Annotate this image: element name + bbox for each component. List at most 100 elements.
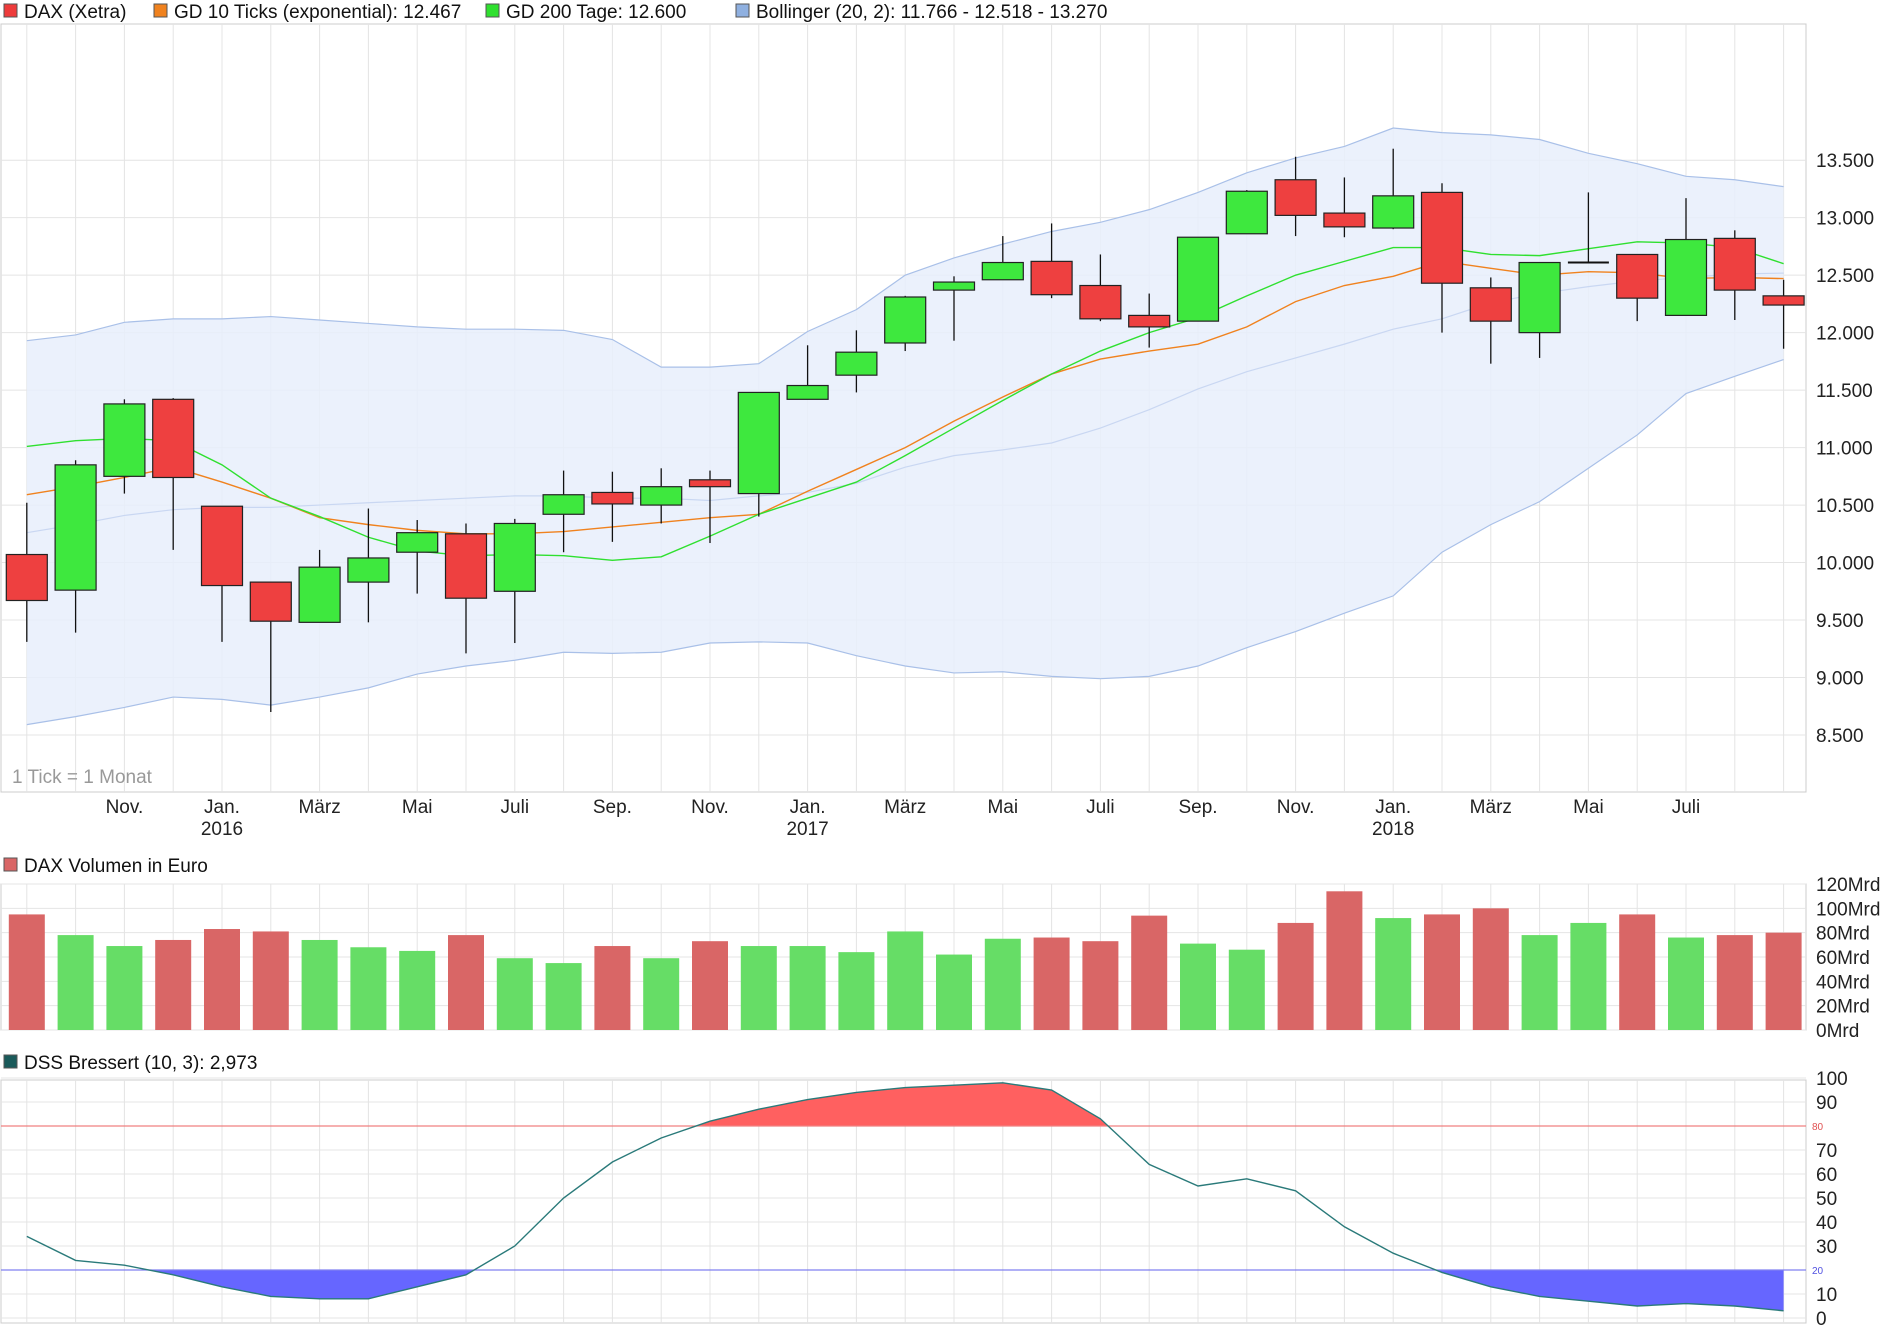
bollinger-upper-line bbox=[26, 127, 1784, 368]
x-month-label: März bbox=[884, 797, 926, 818]
dss-oversold-label: 20 bbox=[1812, 1266, 1824, 1277]
volume-legend-swatch bbox=[3, 857, 18, 872]
volume-bar bbox=[545, 963, 582, 1030]
x-month-label: Nov. bbox=[106, 797, 144, 818]
volume-bar bbox=[1472, 908, 1509, 1030]
candle-up bbox=[640, 486, 683, 506]
x-month-label: Mai bbox=[987, 797, 1018, 818]
x-month-label: März bbox=[1470, 797, 1512, 818]
volume-y-tick-label: 120Mrd bbox=[1816, 875, 1880, 896]
candle-up bbox=[981, 261, 1024, 281]
volume-bar bbox=[448, 935, 484, 1030]
volume-bar bbox=[594, 946, 631, 1030]
x-month-label: Jan. bbox=[790, 797, 826, 818]
volume-bar bbox=[692, 941, 728, 1030]
x-month-label: März bbox=[298, 797, 340, 818]
x-month-label: Jan. bbox=[1375, 797, 1411, 818]
x-month-label: Mai bbox=[402, 797, 433, 818]
volume-bar bbox=[252, 931, 289, 1030]
dss-overbought-fill bbox=[696, 1082, 1109, 1126]
volume-bar bbox=[887, 931, 924, 1030]
volume-bar bbox=[1228, 949, 1265, 1030]
volume-bar bbox=[936, 954, 972, 1030]
candle-up bbox=[835, 351, 878, 376]
legend-label: GD 200 Tage: 12.600 bbox=[506, 2, 686, 23]
legend-swatch bbox=[735, 3, 750, 18]
price-y-tick-label: 10.500 bbox=[1816, 496, 1874, 517]
candle-up bbox=[1225, 190, 1268, 235]
candle-down bbox=[1030, 260, 1073, 296]
price-y-tick-label: 10.000 bbox=[1816, 554, 1874, 575]
volume-bar bbox=[301, 939, 338, 1030]
candle-up bbox=[54, 464, 97, 591]
volume-bar bbox=[1375, 918, 1412, 1030]
candle-up bbox=[884, 296, 927, 344]
volume-panel: 120Mrd 100Mrd 80Mrd 60Mrd 40Mrd 20Mrd 0Mrd DAX … bbox=[0, 856, 1880, 1042]
dss-y-tick-label: 40 bbox=[1816, 1213, 1837, 1234]
volume-bar bbox=[57, 935, 94, 1030]
candle-up bbox=[1372, 195, 1415, 229]
candle-down bbox=[688, 479, 732, 488]
price-y-tick-label: 8.500 bbox=[1816, 726, 1864, 747]
x-month-label: Nov. bbox=[1277, 797, 1315, 818]
candle-down bbox=[1274, 179, 1317, 216]
dss-oversold-fill bbox=[148, 1270, 475, 1299]
candle-down bbox=[1420, 191, 1464, 284]
dss-y-tick-label: 100 bbox=[1816, 1069, 1848, 1090]
candle-up bbox=[347, 557, 390, 583]
candle-down bbox=[200, 505, 244, 587]
dss-oversold-fill bbox=[1435, 1270, 1784, 1311]
candle-up bbox=[932, 281, 976, 291]
candle-up bbox=[1176, 236, 1220, 322]
volume-bar bbox=[740, 946, 777, 1030]
dss-y-tick-label: 70 bbox=[1816, 1141, 1837, 1162]
candle-up bbox=[298, 566, 341, 623]
volume-bar bbox=[204, 929, 240, 1030]
volume-bar bbox=[1180, 943, 1216, 1030]
candle-down bbox=[1128, 314, 1171, 328]
volume-bar bbox=[1424, 914, 1460, 1030]
dss-y-tick-label: 90 bbox=[1816, 1093, 1837, 1114]
volume-y-tick-label: 0Mrd bbox=[1816, 1021, 1859, 1042]
volume-bar bbox=[1326, 891, 1363, 1030]
ema10-line bbox=[26, 260, 1784, 535]
x-year-label: 2018 bbox=[1372, 819, 1414, 840]
x-month-label: Juli bbox=[501, 797, 530, 818]
volume-bar bbox=[106, 946, 143, 1030]
price-y-tick-label: 11.500 bbox=[1816, 381, 1873, 402]
legend-swatch bbox=[3, 3, 18, 18]
dss-y-tick-label: 0 bbox=[1816, 1309, 1827, 1330]
legend-label: DAX (Xetra) bbox=[24, 2, 126, 23]
price-y-tick-label: 13.500 bbox=[1816, 151, 1874, 172]
x-month-label: Juli bbox=[1672, 797, 1701, 818]
sma200-line bbox=[26, 241, 1784, 561]
volume-bar bbox=[789, 946, 826, 1030]
x-month-label: Juli bbox=[1086, 797, 1115, 818]
volume-bar bbox=[1033, 937, 1070, 1030]
tick-note: 1 Tick = 1 Monat bbox=[12, 767, 153, 788]
candle-up bbox=[737, 391, 780, 495]
volume-bar bbox=[1131, 915, 1168, 1030]
volume-legend-label: DAX Volumen in Euro bbox=[24, 856, 208, 877]
bollinger-lower-line bbox=[26, 358, 1784, 726]
candle-down bbox=[152, 398, 195, 479]
candle-down bbox=[591, 491, 634, 505]
candle-down bbox=[1762, 295, 1805, 306]
price-y-tick-label: 12.000 bbox=[1816, 324, 1874, 345]
candle-down bbox=[5, 553, 48, 602]
candle-down bbox=[1616, 253, 1659, 299]
volume-bar bbox=[350, 947, 387, 1030]
candle-up bbox=[786, 384, 829, 400]
volume-bar bbox=[643, 958, 680, 1030]
candle-down bbox=[1469, 287, 1512, 322]
volume-bar bbox=[1716, 935, 1753, 1030]
dss-legend-label: DSS Bressert (10, 3): 2,973 bbox=[24, 1053, 257, 1074]
dss-y-tick-label: 30 bbox=[1816, 1237, 1837, 1258]
candle-up bbox=[396, 532, 439, 553]
volume-bar bbox=[399, 950, 436, 1030]
volume-bar bbox=[1668, 937, 1704, 1030]
dss-y-tick-label: 50 bbox=[1816, 1189, 1837, 1210]
candle-down bbox=[444, 533, 488, 599]
